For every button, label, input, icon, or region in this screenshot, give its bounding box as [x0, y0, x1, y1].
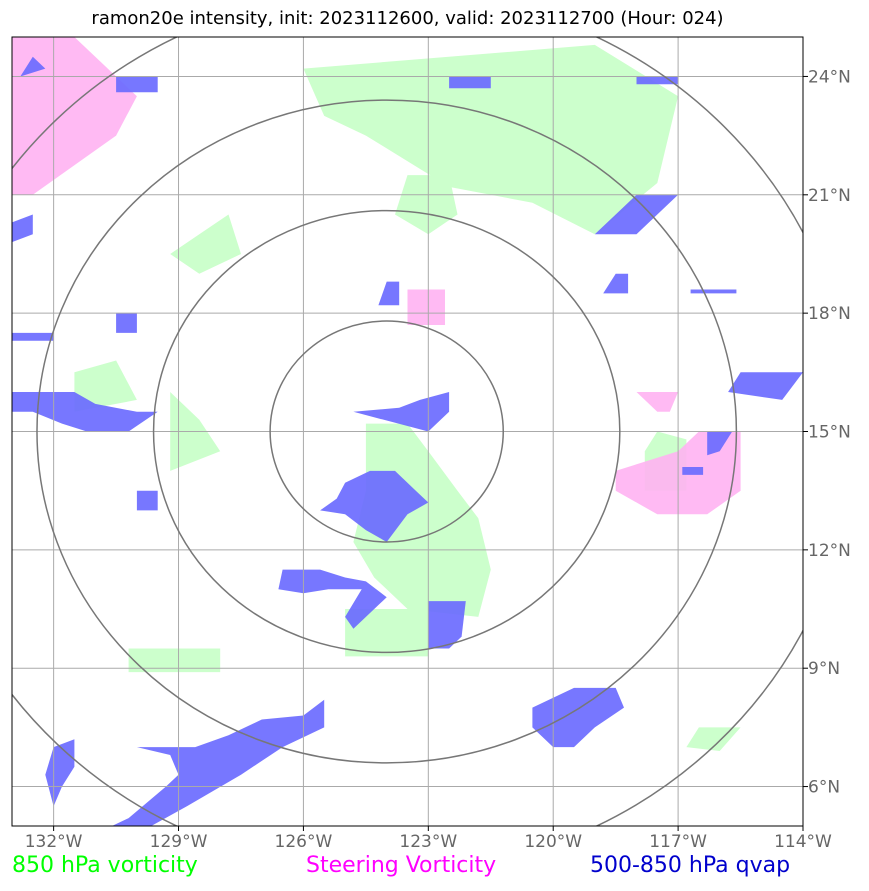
qvap-region [682, 467, 704, 475]
steering-region [636, 392, 679, 412]
x-tick-label: 126°W [275, 832, 333, 852]
qvap-region [636, 76, 679, 85]
qvap-region [116, 313, 137, 333]
x-tick-label: 123°W [399, 832, 457, 852]
qvap-region [594, 194, 679, 235]
qvap-region [728, 372, 803, 400]
range-ring [152, 209, 621, 654]
qvap-region [428, 601, 466, 649]
vorticity-region [395, 175, 458, 235]
qvap-region [111, 699, 325, 826]
qvap-region [20, 56, 46, 77]
y-tick-label: 6°N [808, 778, 840, 798]
qvap-region [449, 76, 491, 89]
qvap-region [378, 281, 400, 306]
chart-title: ramon20e intensity, init: 2023112600, va… [91, 8, 724, 29]
vorticity-region [303, 44, 679, 235]
legend-steering-vorticity: Steering Vorticity [306, 853, 497, 878]
qvap-region [136, 490, 158, 511]
qvap-region [320, 470, 429, 542]
legend-qvap: 500-850 hPa qvap [590, 853, 791, 878]
y-tick-label: 9°N [808, 659, 840, 679]
steering-region [407, 289, 445, 325]
qvap-region [603, 273, 629, 294]
qvap-region [532, 687, 624, 748]
x-tick-label: 129°W [150, 832, 208, 852]
vorticity-region [345, 609, 429, 657]
range-ring [36, 99, 738, 764]
qvap-region [116, 76, 158, 93]
x-tick-label: 114°W [774, 832, 832, 852]
qvap-region [707, 431, 733, 456]
y-tick-label: 21°N [808, 186, 851, 206]
range-ring [269, 320, 505, 543]
qvap-region [12, 392, 158, 432]
qvap-region [12, 332, 54, 341]
x-tick-label: 132°W [25, 832, 83, 852]
qvap-region [278, 569, 387, 629]
y-tick-label: 18°N [808, 304, 851, 324]
x-tick-label: 117°W [649, 832, 707, 852]
y-tick-label: 15°N [808, 423, 851, 443]
legend-850-vorticity: 850 hPa vorticity [12, 853, 198, 878]
qvap-region [45, 739, 75, 807]
vorticity-region [74, 360, 137, 412]
y-tick-label: 24°N [808, 67, 851, 87]
vorticity-region [170, 214, 241, 274]
qvap-region [690, 289, 737, 294]
vorticity-region [128, 648, 221, 673]
y-tick-label: 12°N [808, 541, 851, 561]
x-tick-label: 120°W [524, 832, 582, 852]
qvap-region [12, 214, 33, 243]
qvap-region [353, 392, 450, 432]
